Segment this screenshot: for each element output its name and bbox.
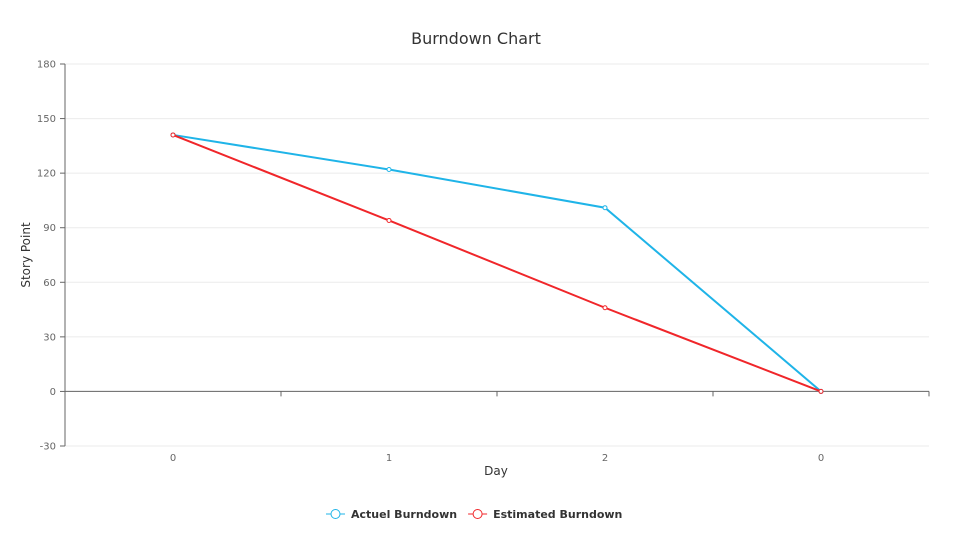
x-tick-label: 0 [818, 453, 824, 464]
y-tick-label: 60 [43, 278, 56, 289]
legend-label: Actuel Burndown [351, 508, 457, 521]
x-tick-label: 1 [386, 453, 392, 464]
y-tick-label: -30 [40, 442, 56, 453]
x-tick-label: 2 [602, 453, 608, 464]
data-point[interactable] [818, 388, 824, 394]
data-point[interactable] [602, 305, 608, 311]
data-point[interactable] [170, 132, 176, 138]
data-point[interactable] [386, 217, 392, 223]
legend-item-1[interactable]: Estimated Burndown [468, 508, 622, 521]
legend-item-0[interactable]: Actuel Burndown [326, 508, 457, 521]
series-group [170, 132, 824, 394]
y-tick-label: 0 [50, 387, 56, 398]
y-tick-label: 150 [37, 114, 56, 125]
y-tick-label: 120 [37, 169, 56, 180]
legend-marker [330, 509, 341, 519]
y-tick-label: 30 [43, 332, 56, 343]
data-point[interactable] [602, 205, 608, 211]
y-tick-label: 90 [43, 223, 56, 234]
legend-marker [472, 509, 483, 519]
x-axis-label: Day [484, 464, 508, 478]
axes [64, 64, 929, 446]
x-tick-label: 0 [170, 453, 176, 464]
data-point[interactable] [386, 167, 392, 173]
legend-label: Estimated Burndown [493, 508, 622, 521]
series-line-0 [172, 133, 822, 393]
legend[interactable]: Actuel Burndown Estimated Burndown [326, 508, 622, 521]
chart-title: Burndown Chart [411, 29, 541, 48]
grid [65, 63, 929, 447]
y-tick-label: 180 [37, 60, 56, 71]
x-axis-ticks: 0 1 2 0 [170, 391, 930, 464]
series-line-1 [172, 134, 822, 393]
y-axis-ticks: -30 0 30 60 90 120 150 180 [37, 60, 65, 453]
y-axis-label: Story Point [19, 222, 33, 288]
